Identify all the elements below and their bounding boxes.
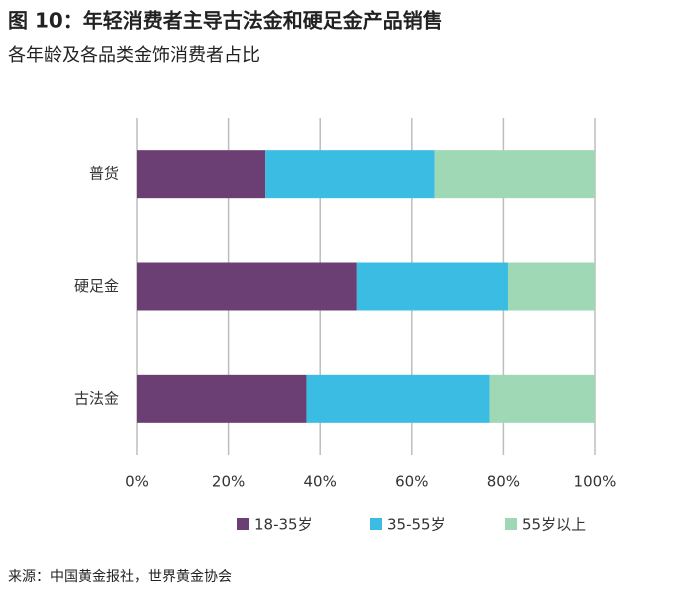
chart-title: 图 10：年轻消费者主导古法金和硬足金产品销售: [8, 9, 443, 33]
legend-swatch: [505, 518, 517, 530]
x-tick-label: 60%: [395, 473, 428, 491]
y-tick-label: 硬足金: [74, 277, 119, 295]
legend-label: 35-55岁: [387, 516, 446, 534]
y-tick-label: 普货: [89, 165, 119, 183]
bar-segment: [507, 262, 595, 311]
y-tick-label: 古法金: [74, 389, 119, 407]
bar-segment: [489, 374, 595, 423]
legend-label: 55岁以上: [522, 516, 586, 534]
x-tick-label: 80%: [487, 473, 520, 491]
source: 来源：中国黄金报社，世界黄金协会: [8, 568, 232, 585]
x-tick-label: 20%: [212, 473, 245, 491]
x-tick-label: 100%: [574, 473, 617, 491]
legend-swatch: [370, 518, 382, 530]
legend-label: 18-35岁: [254, 516, 313, 534]
bar-segment: [356, 262, 508, 311]
bar-segment: [137, 150, 266, 199]
bar-segment: [434, 150, 595, 199]
bar-segment: [137, 262, 357, 311]
bar-segment: [306, 374, 490, 423]
x-tick-label: 40%: [304, 473, 337, 491]
bar-segment: [265, 150, 435, 199]
legend-swatch: [237, 518, 249, 530]
x-tick-label: 0%: [125, 473, 149, 491]
chart-subtitle: 各年龄及各品类金饰消费者占比: [8, 45, 260, 66]
bar-segment: [137, 374, 307, 423]
